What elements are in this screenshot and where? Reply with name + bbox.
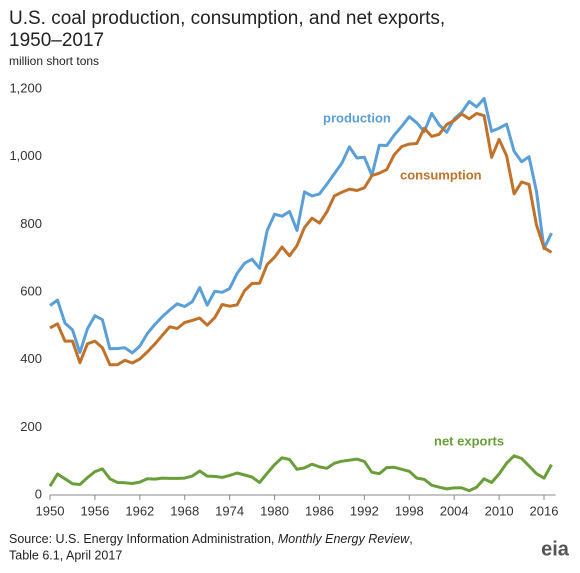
series-label: consumption xyxy=(400,167,482,182)
logo: eia xyxy=(541,538,570,560)
source: Source: U.S. Energy Information Administ… xyxy=(9,532,413,546)
x-tick-label: 1998 xyxy=(395,503,424,518)
series-line xyxy=(48,454,553,493)
x-tick-label: 1992 xyxy=(350,503,379,518)
x-tick-label: 2004 xyxy=(440,503,469,518)
y-tick-label: 0 xyxy=(35,486,42,501)
x-tick-label: 1974 xyxy=(215,503,244,518)
chart-title: 1950–2017 xyxy=(9,30,104,51)
chart-title: U.S. coal production, consumption, and n… xyxy=(9,8,445,29)
x-tick-label: 1986 xyxy=(305,503,334,518)
series-line xyxy=(49,111,553,367)
y-tick-label: 1,000 xyxy=(9,148,42,163)
x-tick-label: 1980 xyxy=(260,503,289,518)
x-tick-label: 1962 xyxy=(125,503,154,518)
y-tick-label: 600 xyxy=(20,283,42,298)
x-tick-label: 1968 xyxy=(170,503,199,518)
y-tick-label: 1,200 xyxy=(9,80,42,95)
series-line xyxy=(49,97,553,355)
y-tick-label: 400 xyxy=(20,351,42,366)
x-tick-label: 1950 xyxy=(36,503,65,518)
x-tick-label: 1956 xyxy=(80,503,109,518)
y-tick-label: 800 xyxy=(20,216,42,231)
x-tick-label: 2010 xyxy=(485,503,514,518)
x-tick-label: 2016 xyxy=(530,503,559,518)
series-label: net exports xyxy=(434,433,504,448)
source: Table 6.1, April 2017 xyxy=(9,548,122,562)
y-tick-label: 200 xyxy=(20,419,42,434)
chart-subtitle: million short tons xyxy=(9,54,99,68)
series-label: production xyxy=(323,110,391,125)
